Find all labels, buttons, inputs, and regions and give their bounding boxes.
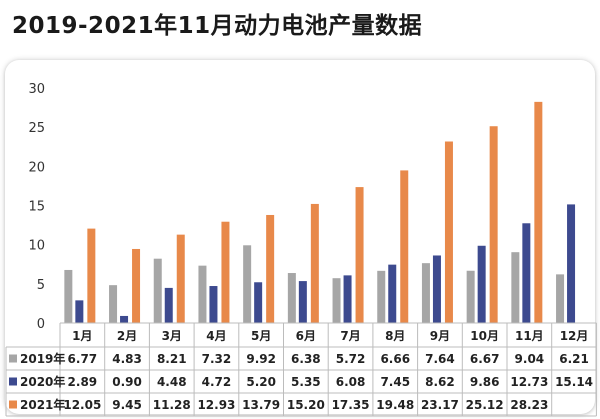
table-cell-value: 6.38 (291, 352, 321, 366)
table-cell-value: 28.23 (510, 398, 548, 412)
x-tick-label: 9月 (430, 329, 450, 343)
x-tick-label: 1月 (72, 329, 92, 343)
x-tick-label: 3月 (162, 329, 182, 343)
bar (287, 273, 296, 323)
legend-label: 2020年 (20, 374, 65, 389)
table-cell-value: 9.92 (246, 352, 276, 366)
table-cell-value: 6.67 (470, 352, 500, 366)
legend-label: 2021年 (20, 397, 65, 412)
table-cell-value: 15.20 (287, 398, 325, 412)
bar (489, 126, 498, 323)
table-cell-value: 9.04 (515, 352, 545, 366)
bar (87, 228, 96, 323)
x-tick-label: 11月 (515, 329, 544, 343)
y-tick-label: 20 (28, 160, 45, 175)
bar (64, 269, 73, 323)
table-cell-value: 7.45 (380, 375, 410, 389)
y-tick-label: 25 (28, 121, 45, 136)
bar (243, 245, 252, 323)
y-tick-label: 0 (37, 317, 45, 332)
x-tick-label: 7月 (340, 329, 360, 343)
table-cell-value: 5.20 (246, 375, 276, 389)
bar (522, 223, 531, 323)
bar (153, 258, 162, 323)
legend-swatch (9, 377, 17, 386)
bar (567, 204, 576, 323)
table-cell-value: 9.86 (470, 375, 500, 389)
bar (444, 141, 453, 323)
table-cell-value: 6.08 (336, 375, 366, 389)
table-cell-value: 5.72 (336, 352, 366, 366)
bar (332, 278, 341, 323)
x-tick-label: 5月 (251, 329, 271, 343)
x-tick-label: 12月 (560, 329, 589, 343)
table-cell-value: 4.72 (202, 375, 232, 389)
bar (164, 287, 173, 323)
y-tick-label: 10 (28, 239, 45, 254)
x-tick-label: 8月 (385, 329, 405, 343)
table-cell-value: 9.45 (112, 398, 142, 412)
legend-swatch (9, 354, 17, 363)
table-cell-value: 12.05 (63, 398, 101, 412)
table-cell-value: 8.21 (157, 352, 187, 366)
table-cell-value: 6.77 (68, 352, 98, 366)
y-tick-label: 30 (28, 82, 45, 97)
table-cell-value: 11.28 (153, 398, 191, 412)
bar (355, 187, 364, 323)
table-cell-value: 15.14 (555, 375, 593, 389)
bar (266, 214, 275, 323)
table-cell-value: 19.48 (376, 398, 414, 412)
y-tick-label: 5 (37, 278, 45, 293)
bar (120, 315, 129, 323)
chart-title: 2019-2021年11月动力电池产量数据 (12, 13, 423, 39)
table-cell-value: 23.17 (421, 398, 459, 412)
x-tick-label: 2月 (117, 329, 137, 343)
bar (310, 203, 319, 323)
bar (388, 264, 397, 323)
table-cell-value: 4.83 (112, 352, 142, 366)
table-cell-value: 0.90 (112, 375, 142, 389)
bar (377, 270, 386, 323)
table-cell-value: 6.66 (380, 352, 410, 366)
table-cell-value: 7.64 (425, 352, 455, 366)
table-cell-value: 13.79 (242, 398, 280, 412)
table-cell-value: 17.35 (332, 398, 370, 412)
table-cell-value: 7.32 (202, 352, 232, 366)
legend-label: 2019年 (20, 351, 65, 366)
bar (254, 282, 263, 323)
bar (298, 281, 307, 323)
bar (511, 252, 520, 323)
x-tick-label: 4月 (206, 329, 226, 343)
bar (75, 300, 84, 323)
bar (109, 285, 118, 323)
bar (477, 245, 486, 323)
bar (221, 221, 230, 323)
legend-swatch (9, 400, 17, 409)
bar (556, 274, 565, 323)
bar (432, 255, 441, 323)
bar (198, 265, 207, 323)
table-cell-value: 6.21 (559, 352, 589, 366)
table-cell-value: 5.35 (291, 375, 321, 389)
bar (132, 248, 141, 323)
table-cell-value: 25.12 (466, 398, 504, 412)
y-tick-label: 15 (28, 200, 45, 215)
bar (209, 286, 218, 323)
table-cell-value: 12.93 (197, 398, 235, 412)
bar (466, 270, 475, 323)
bar (343, 275, 352, 323)
bar (176, 234, 185, 323)
x-tick-label: 10月 (470, 329, 499, 343)
bar (421, 263, 430, 323)
table-cell-value: 12.73 (510, 375, 548, 389)
table-cell-value: 4.48 (157, 375, 187, 389)
table-cell-value: 8.62 (425, 375, 455, 389)
x-tick-label: 6月 (296, 329, 316, 343)
table-cell-value: 2.89 (68, 375, 98, 389)
bar (400, 170, 409, 323)
bar (534, 101, 543, 324)
